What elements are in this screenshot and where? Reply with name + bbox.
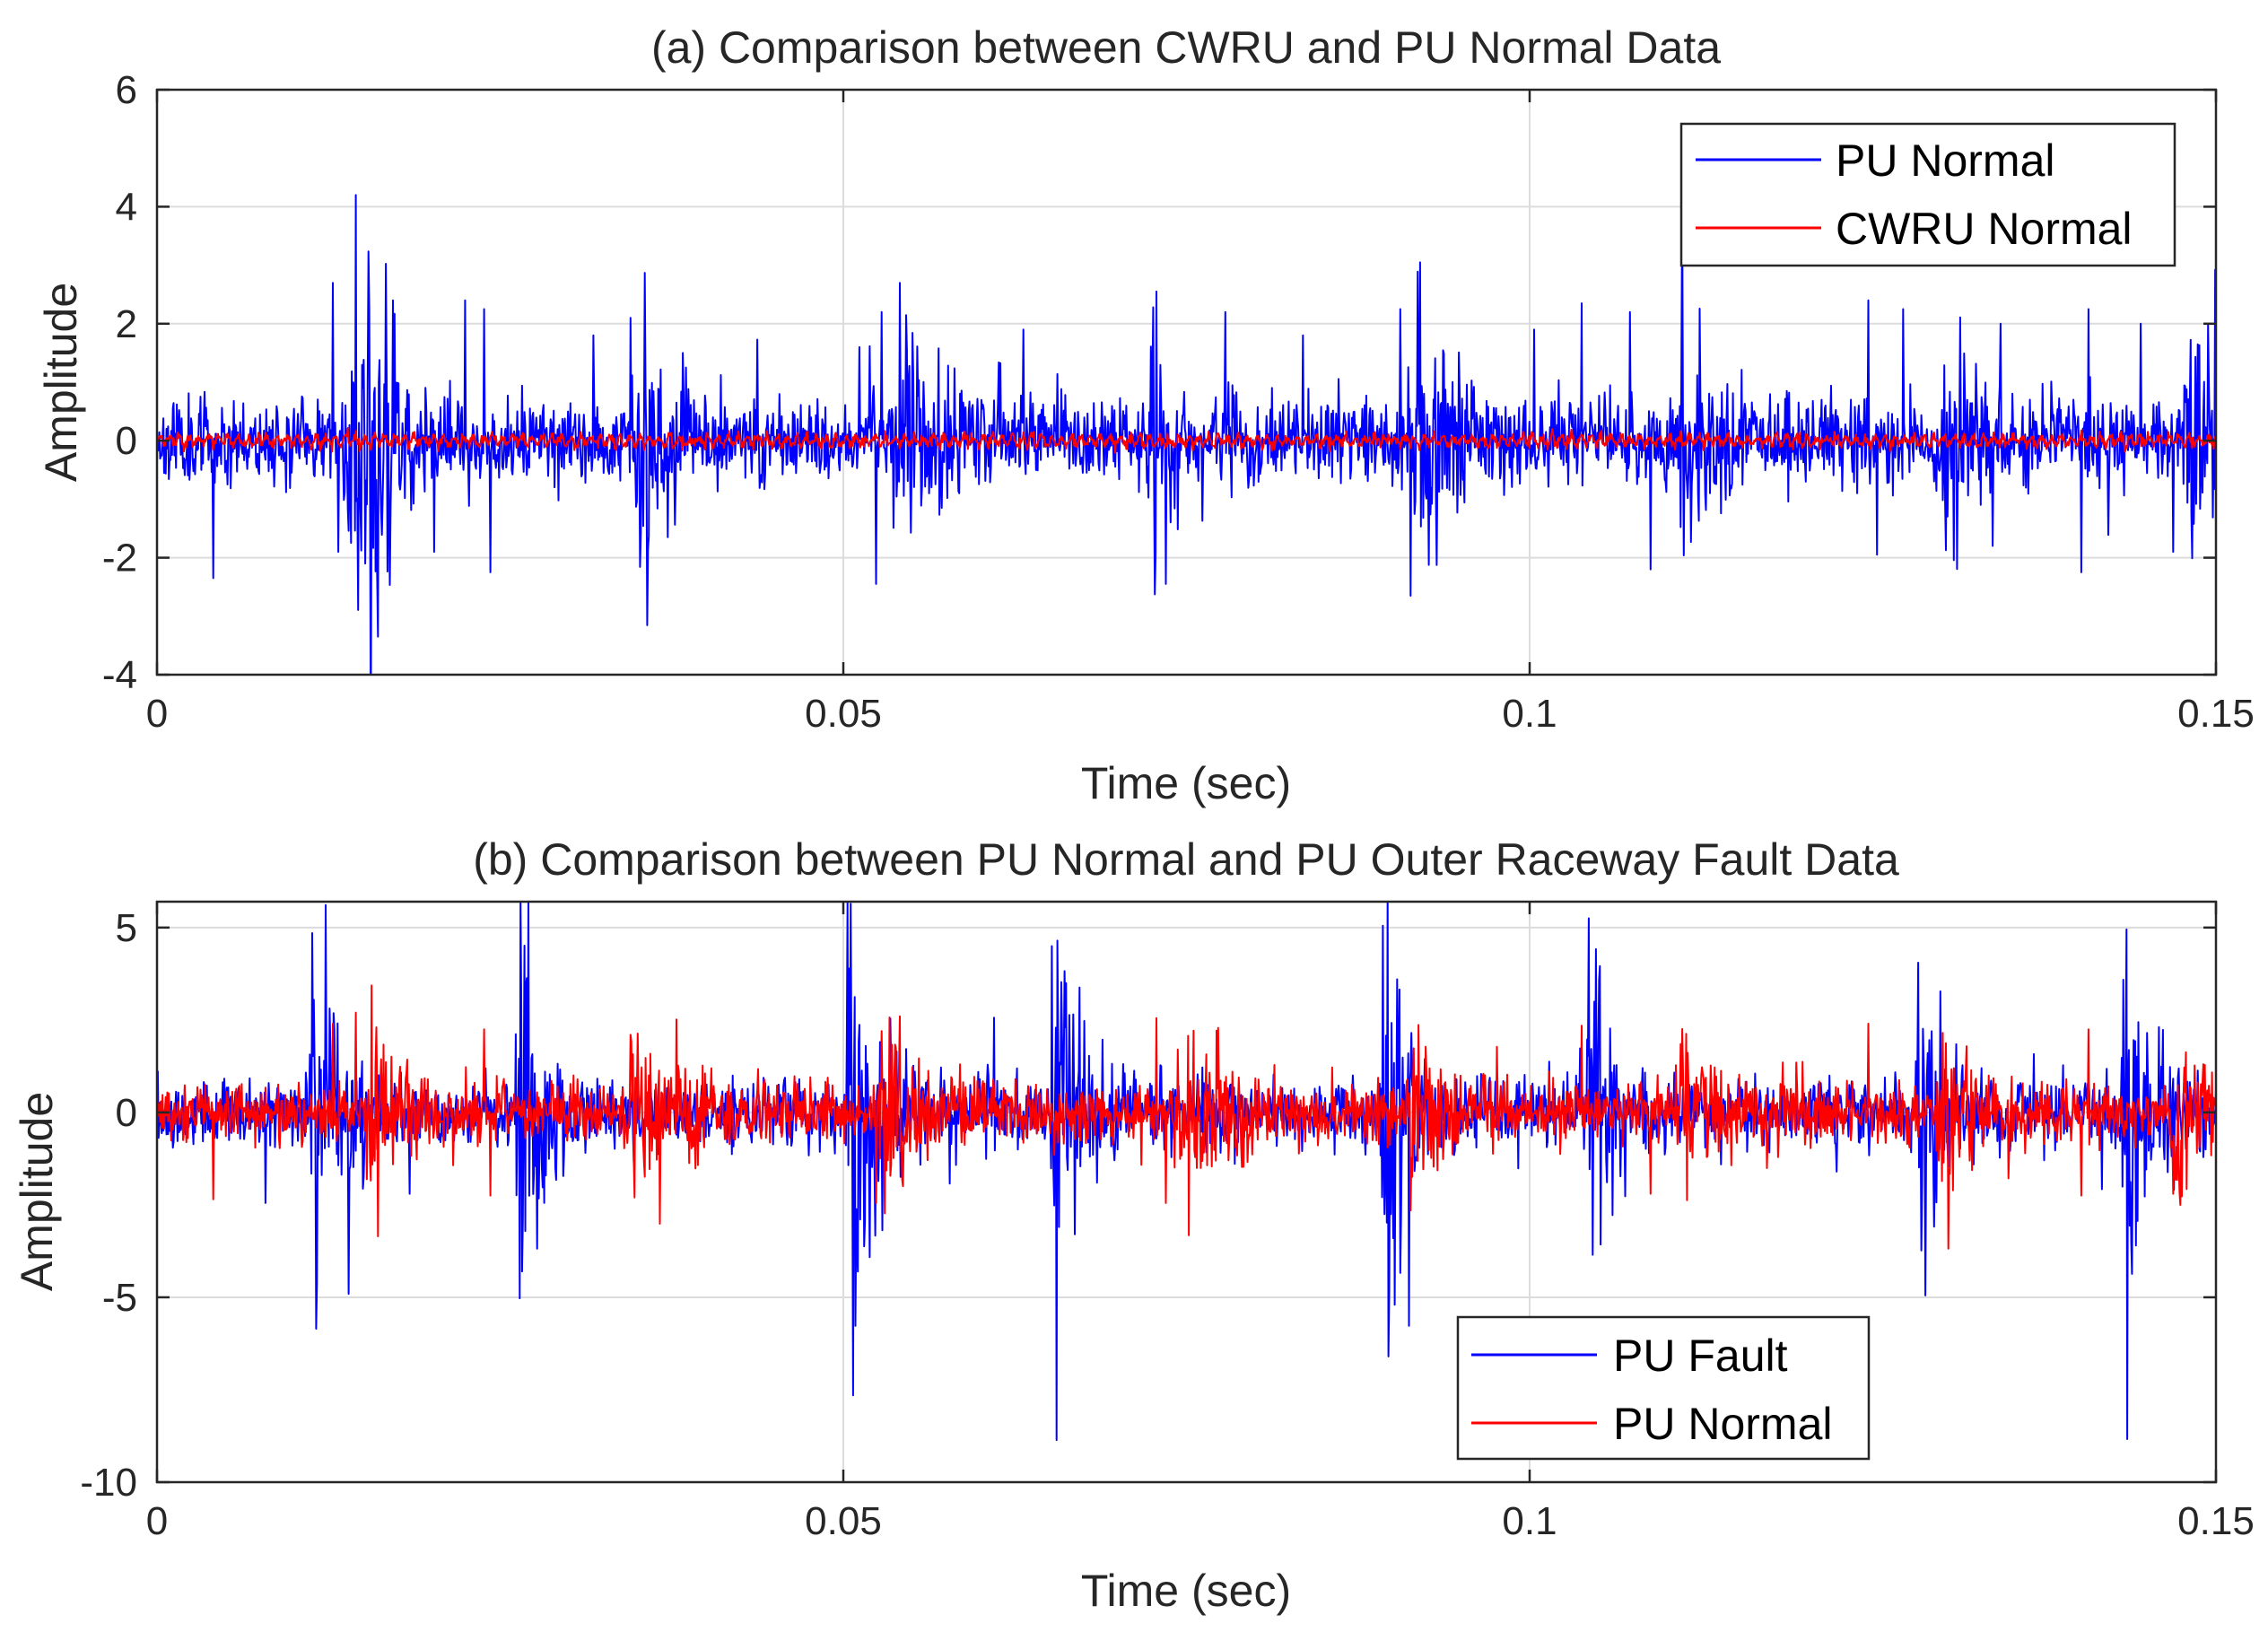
x-tick-label: 0.05 <box>805 1499 882 1543</box>
legend-b: PU Fault PU Normal <box>1456 1315 1871 1461</box>
y-tick-label: -4 <box>102 653 137 697</box>
x-tick-label: 0.05 <box>805 692 882 736</box>
x-axis-label-b: Time (sec) <box>1081 1566 1291 1616</box>
x-tick-label: 0 <box>146 1499 168 1543</box>
plot-area-b <box>157 902 2216 1482</box>
x-tick-label: 0.15 <box>2177 692 2255 736</box>
x-tick-label: 0 <box>146 692 168 736</box>
y-tick-label: -2 <box>102 537 137 580</box>
chart-panel-a: 0 0.05 0.1 0.15 -4 -2 0 2 4 6 (a) Comparison betw… <box>36 22 2255 808</box>
x-tick-label: 0.1 <box>1502 1499 1557 1543</box>
axes-box-b <box>155 900 2218 1484</box>
y-tick-label: 2 <box>116 302 137 346</box>
legend-a: PU Normal CWRU Normal <box>1679 122 2176 267</box>
legend-label-b-0: PU Fault <box>1613 1331 1788 1381</box>
y-tick-label: 5 <box>116 906 137 950</box>
y-tick-label: 4 <box>116 185 137 229</box>
y-axis-label-b: Amplitude <box>12 1092 62 1291</box>
x-tick-label: 0.15 <box>2177 1499 2255 1543</box>
legend-label-a-0: PU Normal <box>1836 135 2054 186</box>
legend-box-b <box>1456 1315 1871 1461</box>
y-tick-label: -10 <box>80 1461 137 1505</box>
axes-box-a <box>155 88 2218 676</box>
series-line-pu-normal <box>157 984 2216 1250</box>
ticks-b: 0 0.05 0.1 0.15 -10 -5 0 5 <box>80 902 2255 1543</box>
y-tick-label: 6 <box>116 68 137 112</box>
series-line-cwru-normal <box>157 427 2216 454</box>
series-group-b <box>157 902 2216 1442</box>
y-tick-label: -5 <box>102 1276 137 1320</box>
ticks-a: 0 0.05 0.1 0.15 -4 -2 0 2 4 6 <box>102 68 2255 736</box>
x-tick-label: 0.1 <box>1502 692 1557 736</box>
legend-label-b-1: PU Normal <box>1613 1399 1832 1449</box>
legend-label-a-1: CWRU Normal <box>1836 204 2133 254</box>
y-axis-label-a: Amplitude <box>36 283 86 482</box>
series-group-a <box>157 194 2216 675</box>
chart-panel-b: 0 0.05 0.1 0.15 -10 -5 0 5 (b) Comparison betwe… <box>12 834 2255 1616</box>
chart-title-a: (a) Comparison between CWRU and PU Norma… <box>651 22 1721 73</box>
y-tick-label: 0 <box>116 1091 137 1135</box>
y-tick-label: 0 <box>116 419 137 463</box>
x-axis-label-a: Time (sec) <box>1081 758 1291 808</box>
legend-box-a <box>1679 122 2176 267</box>
chart-title-b: (b) Comparison between PU Normal and PU … <box>473 834 1899 885</box>
